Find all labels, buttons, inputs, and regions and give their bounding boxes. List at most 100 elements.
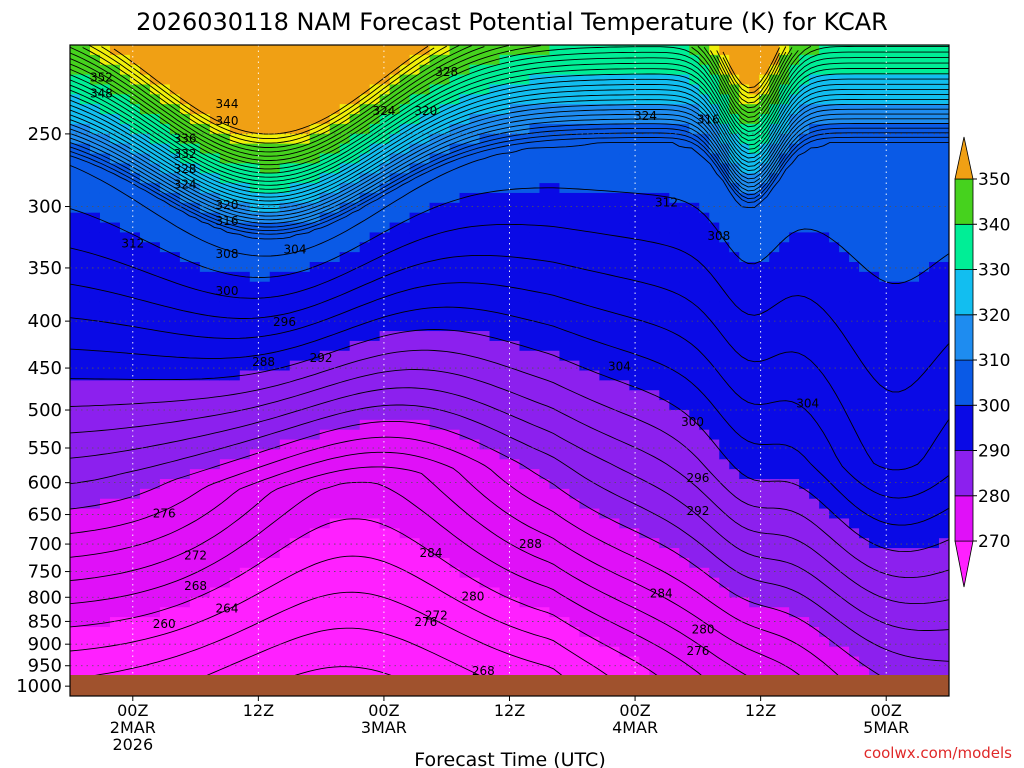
theta-cell [329, 380, 341, 391]
theta-cell [249, 242, 261, 253]
theta-cell [509, 498, 521, 510]
theta-cell [219, 577, 231, 589]
theta-cell [279, 340, 291, 352]
theta-cell [809, 360, 820, 372]
theta-cell [649, 350, 660, 362]
theta-cell [679, 331, 690, 342]
theta-cell [649, 626, 660, 638]
theta-cell [299, 666, 311, 677]
theta-cell [719, 419, 730, 431]
theta-cell [739, 133, 750, 145]
theta-cell [189, 498, 201, 510]
theta-cell [729, 409, 740, 421]
theta-cell [169, 222, 181, 234]
theta-cell [559, 262, 571, 273]
theta-cell [569, 252, 581, 263]
theta-cell [439, 262, 451, 273]
theta-cell [479, 54, 491, 66]
theta-cell [249, 104, 261, 115]
theta-cell [179, 183, 191, 194]
theta-cell [379, 301, 391, 312]
theta-cell [759, 390, 770, 401]
theta-cell [419, 380, 431, 391]
theta-cell [139, 45, 151, 56]
theta-cell [289, 439, 301, 451]
theta-cell [509, 419, 521, 431]
theta-cell [549, 656, 561, 668]
theta-cell [659, 666, 670, 677]
theta-cell [379, 262, 391, 273]
theta-cell [539, 479, 551, 490]
theta-cell [359, 133, 371, 145]
theta-cell [549, 271, 561, 283]
theta-cell [70, 518, 81, 529]
theta-cell [769, 400, 780, 411]
theta-cell [449, 488, 461, 500]
theta-cell [129, 409, 141, 421]
theta-cell [399, 567, 411, 579]
theta-cell [529, 350, 541, 362]
theta-cell [399, 94, 411, 105]
theta-cell [179, 557, 191, 569]
theta-cell [479, 123, 491, 135]
theta-cell [819, 84, 830, 95]
theta-cell [389, 390, 401, 401]
theta-cell [669, 646, 680, 658]
theta-cell [299, 64, 311, 76]
theta-cell [779, 64, 790, 76]
theta-cell [139, 380, 151, 391]
theta-cell [449, 409, 461, 421]
theta-cell [289, 449, 301, 460]
theta-cell [629, 252, 640, 263]
theta-cell [99, 104, 111, 115]
theta-cell [489, 567, 501, 579]
theta-cell [579, 173, 591, 184]
theta-cell [589, 597, 600, 608]
theta-cell [529, 439, 541, 451]
theta-cell [479, 212, 491, 224]
theta-cell [459, 459, 471, 470]
theta-cell [459, 548, 471, 559]
theta-cell [419, 271, 431, 283]
theta-cell [539, 429, 551, 441]
theta-cell [79, 350, 91, 362]
theta-cell [549, 459, 561, 470]
theta-cell [689, 528, 700, 539]
theta-cell [469, 271, 481, 283]
theta-cell [799, 183, 810, 194]
theta-cell [79, 192, 91, 204]
theta-cell [819, 114, 830, 125]
theta-cell [629, 331, 640, 342]
theta-cell [519, 617, 531, 628]
theta-cell [329, 666, 341, 677]
theta-cell [569, 380, 581, 391]
theta-cell [539, 143, 551, 155]
theta-cell [119, 360, 131, 372]
theta-cell [669, 222, 680, 234]
theta-cell [659, 587, 670, 598]
theta-cell [99, 163, 111, 174]
theta-cell [809, 646, 820, 658]
theta-cell [599, 498, 610, 510]
theta-cell [129, 557, 141, 569]
theta-cell [319, 400, 331, 411]
theta-cell [339, 183, 351, 194]
theta-cell [369, 252, 381, 263]
theta-cell [369, 54, 381, 66]
theta-cell [799, 498, 810, 510]
theta-cell [119, 74, 131, 86]
theta-cell [89, 153, 101, 164]
theta-cell [289, 360, 301, 372]
theta-cell [359, 84, 371, 95]
theta-cell [509, 360, 521, 372]
theta-cell [369, 567, 381, 579]
theta-cell [379, 104, 391, 115]
theta-cell [99, 222, 111, 234]
theta-cell [499, 173, 511, 184]
theta-cell [349, 479, 361, 490]
theta-cell [99, 409, 111, 421]
theta-cell [519, 262, 531, 273]
theta-cell [719, 449, 730, 460]
theta-cell [139, 321, 151, 332]
theta-cell [769, 222, 780, 234]
